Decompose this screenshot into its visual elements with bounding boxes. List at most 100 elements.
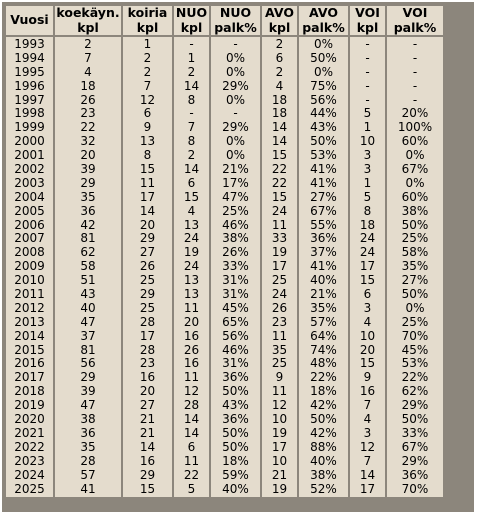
table-cell: 29% bbox=[401, 398, 429, 413]
table-cell: 26 bbox=[80, 92, 96, 107]
column-header: koekäyn. kpl bbox=[55, 5, 121, 35]
table-cell: 0% bbox=[405, 300, 425, 315]
table-cell: 2013 bbox=[14, 314, 45, 329]
table-cell: 13 bbox=[183, 273, 200, 288]
table-cell: 10 bbox=[359, 134, 376, 149]
table-cell: 50% bbox=[310, 50, 337, 65]
table-cell: 51 bbox=[80, 273, 96, 288]
table-cell: 24 bbox=[183, 231, 200, 246]
table-cell: 0% bbox=[313, 64, 334, 79]
table-cell: - bbox=[412, 92, 418, 107]
table-cell: 2018 bbox=[14, 384, 45, 399]
table-cell: 56 bbox=[80, 356, 96, 371]
column-header: AVO kpl bbox=[262, 5, 297, 35]
column-header-line: NUO bbox=[219, 5, 252, 20]
table-cell: 14 bbox=[183, 412, 200, 427]
table-cell: 16 bbox=[139, 453, 156, 468]
table-cell: 7 bbox=[84, 50, 92, 65]
table-cell: 0% bbox=[225, 64, 246, 79]
table-cell: 32 bbox=[80, 134, 96, 149]
table-cell: 28 bbox=[80, 453, 96, 468]
table-cell: 24 bbox=[271, 203, 288, 218]
table-cell: 43% bbox=[310, 120, 337, 135]
table-cell: 7 bbox=[363, 398, 372, 413]
table-cell: 2019 bbox=[14, 398, 45, 413]
table-cell: 14 bbox=[271, 134, 288, 149]
table-cell: 20% bbox=[401, 106, 429, 121]
table-cell: 2 bbox=[187, 64, 196, 79]
table-cell: 35% bbox=[401, 259, 429, 274]
table-cell: 0% bbox=[225, 148, 246, 163]
column-values: -1 2 14 8-7 8 2 14 6 15 4 13 24 19 24 13 13 11 20 16 26 16 11… bbox=[174, 37, 209, 498]
table-cell: - bbox=[365, 92, 370, 107]
table-cell: 25 bbox=[139, 273, 156, 288]
table-cell: 11 bbox=[139, 175, 156, 190]
table-cell: 39 bbox=[80, 384, 96, 399]
table-cell: 42% bbox=[310, 398, 337, 413]
column-header-line: kpl bbox=[136, 19, 159, 35]
table-cell: 50% bbox=[310, 134, 337, 149]
table-cell: 2005 bbox=[14, 203, 45, 218]
table-cell: 25% bbox=[222, 203, 249, 218]
table-cell: 57% bbox=[310, 314, 337, 329]
table-cell: 1999 bbox=[14, 120, 45, 135]
table-cell: 16 bbox=[139, 370, 156, 385]
table-cell: 9 bbox=[363, 370, 372, 385]
table-cell: 24 bbox=[359, 245, 376, 260]
table-cell: 15 bbox=[183, 189, 200, 204]
table-cell: 13 bbox=[183, 287, 200, 302]
table-cell: 17 bbox=[359, 481, 376, 496]
column-header: VOI kpl bbox=[350, 5, 385, 35]
table-cell: 2009 bbox=[14, 259, 45, 274]
table-cell: 13 bbox=[183, 217, 200, 232]
table-cell: 17 bbox=[271, 439, 288, 454]
table-cell: 33% bbox=[222, 259, 249, 274]
table-cell: 2006 bbox=[14, 217, 45, 232]
table-cell: 16 bbox=[183, 356, 200, 371]
table-cell: 38% bbox=[310, 467, 337, 482]
table-cell: 70% bbox=[401, 481, 429, 496]
data-body: 1993 1994 1995 1996 1997 1998 1999 2000 2001 2002… bbox=[6, 37, 443, 498]
table-cell: 46% bbox=[222, 342, 249, 357]
table-cell: 18 bbox=[271, 106, 288, 121]
table-cell: 11 bbox=[183, 300, 200, 315]
table-cell: 3 bbox=[363, 425, 372, 440]
table-cell: 81 bbox=[80, 342, 96, 357]
table-cell: 10 bbox=[271, 453, 288, 468]
table-cell: 4 bbox=[363, 314, 372, 329]
table-cell: 24 bbox=[183, 259, 200, 274]
table-cell: 25 bbox=[139, 300, 156, 315]
table-cell: 20 bbox=[183, 314, 200, 329]
column-values: 2 7 4 18 26 23 22 32 20 39 29 35 36 42 81 62 58 51 43 40 47 3… bbox=[55, 37, 121, 498]
column-values: -0% 0% 29% 0% -29% 0% 0% 21% 17% 47% 25% 46% 38% 26% 3… bbox=[211, 37, 260, 498]
table-cell: 9 bbox=[143, 120, 152, 135]
table-cell: 6 bbox=[187, 439, 196, 454]
table-cell: 50% bbox=[401, 287, 429, 302]
table-cell: 6 bbox=[275, 50, 284, 65]
table-cell: 2010 bbox=[14, 273, 45, 288]
table-cell: 67% bbox=[310, 203, 337, 218]
table-cell: 3 bbox=[363, 300, 372, 315]
table-cell: 1 bbox=[143, 37, 152, 51]
table-cell: 35 bbox=[80, 439, 96, 454]
header-row: Vuosi koekäyn. kpl koiria kpl NUO kpl NUO palk% A… bbox=[6, 5, 443, 35]
table-cell: 31% bbox=[222, 287, 249, 302]
table-cell: 15 bbox=[359, 273, 376, 288]
table-cell: 15 bbox=[271, 148, 288, 163]
table-cell: 14 bbox=[359, 467, 376, 482]
table-cell: 48% bbox=[310, 356, 337, 371]
column-values: - - - - -5 1 10 3 3 1 5 8 18 24 24 17 15 6 3 4 10 20 15 9 16 7 4 3 1… bbox=[350, 37, 385, 498]
column-header: NUO kpl bbox=[174, 5, 209, 35]
table-cell: 56% bbox=[310, 92, 337, 107]
table-cell: 6 bbox=[143, 106, 152, 121]
table-cell: 12 bbox=[183, 384, 200, 399]
table-cell: 11 bbox=[183, 370, 200, 385]
table-cell: 19 bbox=[271, 425, 288, 440]
table-cell: 11 bbox=[183, 453, 200, 468]
table-cell: 39 bbox=[80, 162, 96, 177]
table-cell: 31% bbox=[222, 273, 249, 288]
table-cell: 29% bbox=[222, 120, 249, 135]
table-cell: 38% bbox=[222, 231, 249, 246]
table-cell: 1997 bbox=[14, 92, 45, 107]
table-cell: 56% bbox=[222, 328, 249, 343]
